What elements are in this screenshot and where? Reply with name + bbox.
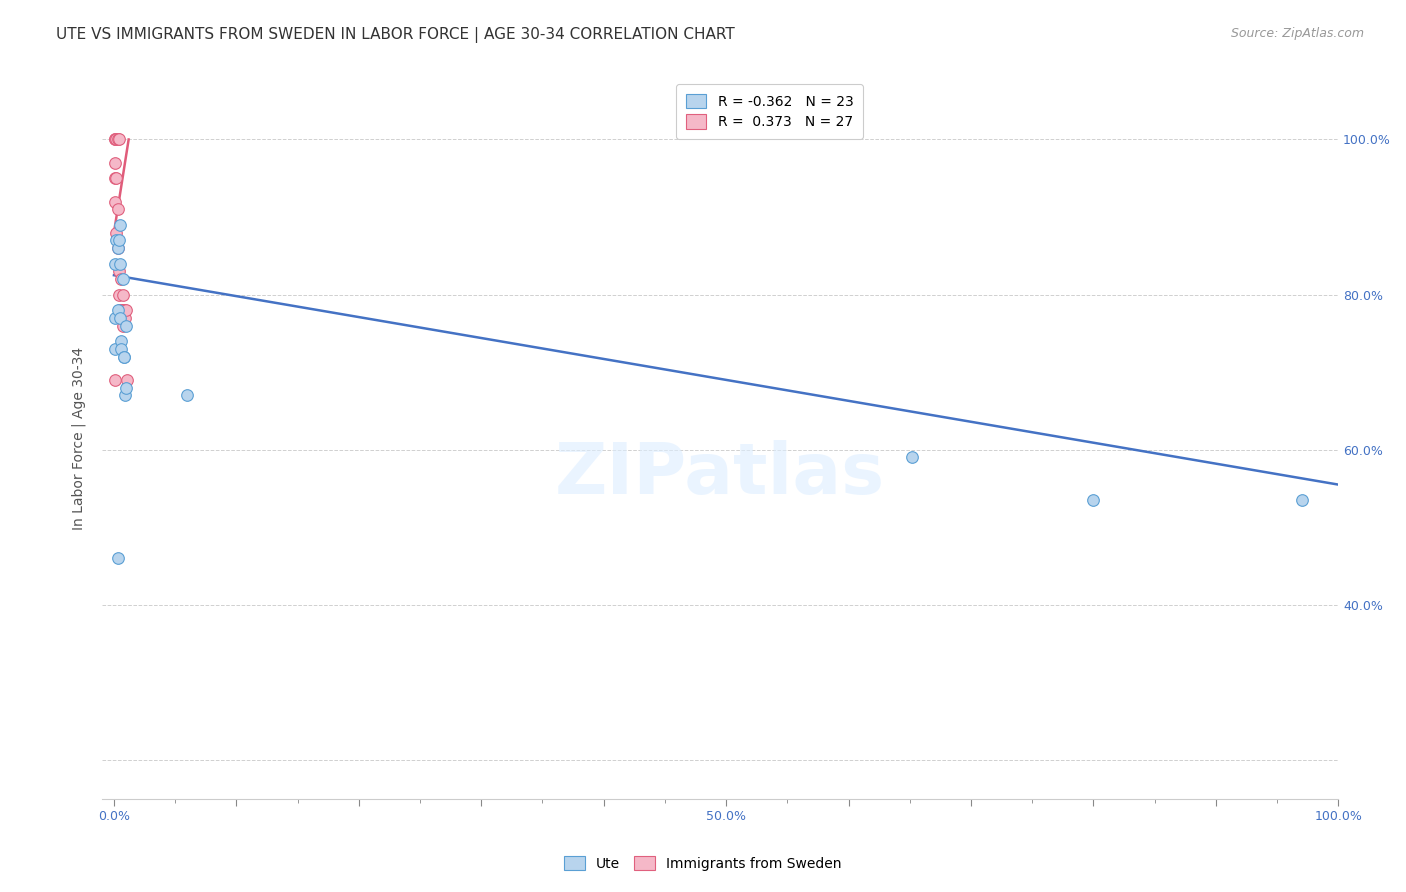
- Point: [108, 303, 131, 318]
- Point: [104, 256, 127, 270]
- Point: [110, 342, 132, 356]
- Point: [114, 388, 136, 402]
- Point: [105, 233, 128, 247]
- Point: [107, 303, 129, 318]
- Point: [105, 132, 128, 146]
- Point: [108, 303, 131, 318]
- Point: [107, 241, 129, 255]
- Point: [111, 287, 134, 301]
- Point: [104, 171, 127, 186]
- Point: [107, 241, 129, 255]
- Point: [107, 132, 129, 146]
- Point: [176, 388, 198, 402]
- Point: [104, 132, 127, 146]
- Point: [110, 334, 132, 348]
- Point: [104, 194, 127, 209]
- Point: [1083, 493, 1105, 508]
- Legend: Ute, Immigrants from Sweden: Ute, Immigrants from Sweden: [558, 850, 848, 876]
- Point: [115, 303, 138, 318]
- Point: [114, 310, 136, 325]
- Point: [108, 256, 131, 270]
- Point: [112, 350, 135, 364]
- Point: [112, 303, 135, 318]
- Point: [107, 551, 129, 566]
- Point: [1291, 493, 1313, 508]
- Point: [104, 155, 127, 169]
- Point: [112, 350, 135, 364]
- Point: [108, 303, 131, 318]
- Point: [112, 303, 135, 318]
- Point: [117, 373, 139, 387]
- Point: [105, 226, 128, 240]
- Text: ZIPatlas: ZIPatlas: [555, 440, 884, 508]
- Point: [108, 218, 131, 232]
- Text: UTE VS IMMIGRANTS FROM SWEDEN IN LABOR FORCE | AGE 30-34 CORRELATION CHART: UTE VS IMMIGRANTS FROM SWEDEN IN LABOR F…: [56, 27, 735, 43]
- Point: [108, 132, 131, 146]
- Point: [111, 318, 134, 333]
- Point: [104, 132, 127, 146]
- Point: [115, 318, 138, 333]
- Point: [108, 310, 131, 325]
- Point: [901, 450, 924, 465]
- Legend: R = -0.362   N = 23, R =  0.373   N = 27: R = -0.362 N = 23, R = 0.373 N = 27: [676, 85, 863, 139]
- Point: [110, 303, 132, 318]
- Point: [104, 342, 127, 356]
- Point: [115, 381, 138, 395]
- Point: [105, 171, 128, 186]
- Point: [104, 310, 127, 325]
- Point: [108, 287, 131, 301]
- Point: [108, 233, 131, 247]
- Point: [104, 373, 127, 387]
- Y-axis label: In Labor Force | Age 30-34: In Labor Force | Age 30-34: [72, 346, 86, 530]
- Point: [110, 272, 132, 286]
- Point: [107, 202, 129, 217]
- Point: [108, 264, 131, 278]
- Point: [111, 272, 134, 286]
- Text: Source: ZipAtlas.com: Source: ZipAtlas.com: [1230, 27, 1364, 40]
